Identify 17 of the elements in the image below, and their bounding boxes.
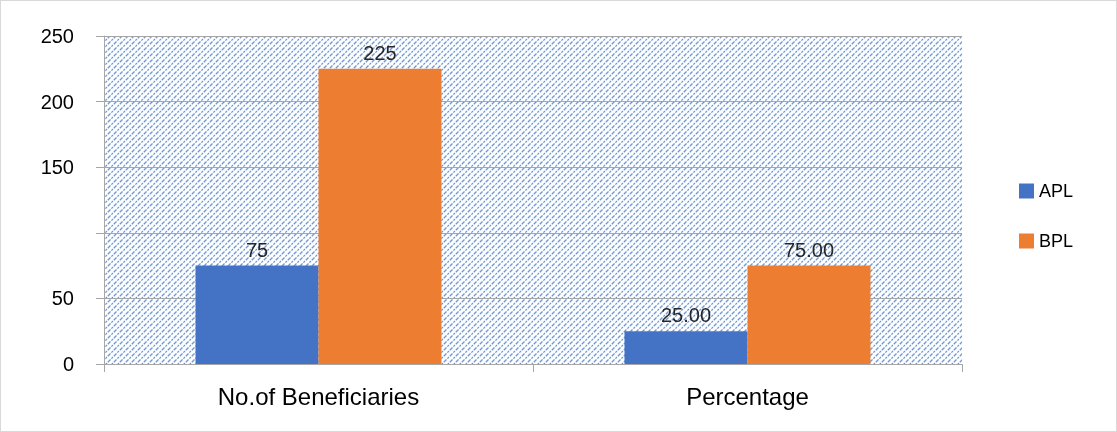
data-label: 225	[363, 41, 397, 64]
bar	[747, 265, 871, 364]
data-label: 75.00	[783, 238, 835, 261]
bar	[195, 265, 319, 364]
y-tick-label: 0	[62, 353, 74, 375]
bar	[624, 331, 748, 364]
y-tick-label: 200	[40, 90, 74, 113]
x-tick-label: No.of Beneficiaries	[217, 382, 420, 410]
data-label: 75	[245, 238, 269, 261]
y-tick-label: 50	[51, 287, 74, 310]
data-label: 25.00	[660, 304, 712, 327]
legend-label: APL	[1038, 181, 1074, 201]
bar	[318, 68, 442, 364]
y-tick-label: 250	[40, 25, 74, 47]
legend-label: BPL	[1038, 231, 1074, 251]
x-tick-label: Percentage	[686, 382, 809, 410]
y-tick-label: 150	[40, 156, 74, 179]
